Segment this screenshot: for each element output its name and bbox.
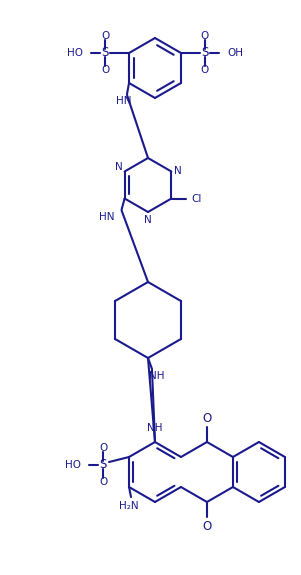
Text: O: O: [202, 519, 212, 532]
Text: NH: NH: [147, 423, 163, 433]
Text: O: O: [202, 412, 212, 424]
Text: N: N: [173, 167, 181, 177]
Text: H₂N: H₂N: [119, 501, 139, 511]
Text: S: S: [99, 458, 107, 472]
Text: HO: HO: [65, 460, 81, 470]
Text: HO: HO: [67, 48, 83, 58]
Text: O: O: [101, 65, 109, 75]
Text: O: O: [201, 31, 209, 41]
Text: HN: HN: [99, 212, 115, 221]
Text: O: O: [101, 31, 109, 41]
Text: O: O: [99, 477, 107, 487]
Text: S: S: [201, 47, 209, 59]
Text: OH: OH: [227, 48, 243, 58]
Text: Cl: Cl: [191, 194, 202, 204]
Text: N: N: [144, 215, 152, 225]
Text: NH: NH: [149, 371, 165, 381]
Text: O: O: [99, 443, 107, 453]
Text: HN: HN: [116, 96, 132, 106]
Text: S: S: [101, 47, 109, 59]
Text: N: N: [115, 163, 123, 172]
Text: O: O: [201, 65, 209, 75]
